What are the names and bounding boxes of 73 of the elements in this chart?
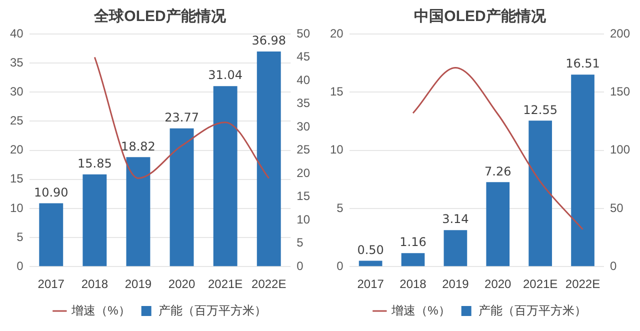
line-series xyxy=(412,66,584,230)
chart-title: 全球OLED产能情况 xyxy=(93,8,227,26)
bar xyxy=(444,230,468,266)
bar xyxy=(82,174,107,266)
bar xyxy=(571,74,594,266)
y2-tick-label: 0 xyxy=(610,258,617,273)
y2-tick-label: 30 xyxy=(296,119,310,134)
y-tick-label: 5 xyxy=(16,230,24,244)
y-tick-label: 15 xyxy=(10,172,24,186)
y2-tick-label: 5 xyxy=(296,236,304,250)
x-tick-label: 2021E xyxy=(522,277,558,292)
data-label: 1.16 xyxy=(400,235,426,250)
y2-tick-label: 15 xyxy=(296,189,310,204)
legend-label: 增速（%） xyxy=(70,303,130,318)
y-tick-label: 10 xyxy=(330,142,344,157)
x-tick-label: 2021E xyxy=(208,277,243,292)
bar xyxy=(39,203,64,266)
y2-tick-label: 50 xyxy=(296,26,310,40)
bar xyxy=(528,120,552,266)
y2-tick-label: 40 xyxy=(296,72,310,87)
data-label: 7.26 xyxy=(484,164,512,178)
bar xyxy=(126,157,150,266)
legend-label: 产能（百万平方米） xyxy=(478,303,586,318)
y-tick-label: 25 xyxy=(10,114,24,128)
y-tick-label: 20 xyxy=(330,26,344,40)
bar xyxy=(486,182,510,266)
y2-tick-label: 20 xyxy=(296,166,310,180)
x-tick-label: 2022E xyxy=(565,277,600,292)
bar xyxy=(256,52,281,266)
data-label: 12.55 xyxy=(523,102,558,117)
y2-tick-label: 0 xyxy=(296,258,304,273)
y-tick-label: 15 xyxy=(330,84,344,98)
bar xyxy=(358,260,382,266)
data-label: 16.51 xyxy=(566,56,600,71)
x-tick-label: 2018 xyxy=(400,277,427,292)
x-tick-label: 2019 xyxy=(124,277,152,292)
data-label: 18.82 xyxy=(121,139,156,154)
data-label: 31.04 xyxy=(208,68,243,82)
y-tick-label: 10 xyxy=(10,200,24,215)
y-tick-label: 20 xyxy=(10,142,24,157)
bar xyxy=(401,253,425,266)
y-tick-label: 30 xyxy=(10,84,24,98)
y2-tick-label: 10 xyxy=(296,212,310,226)
x-tick-label: 2022E xyxy=(252,277,286,292)
y-tick-label: 40 xyxy=(10,26,24,40)
x-tick-label: 2019 xyxy=(442,277,470,292)
y2-tick-label: 150 xyxy=(610,84,630,98)
data-label: 36.98 xyxy=(252,34,286,48)
data-label: 3.14 xyxy=(442,212,469,226)
y2-tick-label: 45 xyxy=(296,50,310,64)
bar xyxy=(213,86,238,266)
x-tick-label: 2017 xyxy=(357,277,384,292)
chart-title: 中国OLED产能情况 xyxy=(414,8,547,26)
data-label: 10.90 xyxy=(34,185,68,200)
x-tick-label: 2020 xyxy=(484,277,512,292)
y-tick-label: 35 xyxy=(10,55,24,70)
y-tick-label: 5 xyxy=(336,200,344,215)
y2-tick-label: 200 xyxy=(610,26,630,40)
legend-label: 增速（%） xyxy=(390,303,450,318)
y-tick-label: 0 xyxy=(16,258,24,273)
y2-tick-label: 35 xyxy=(296,96,310,110)
x-tick-label: 2020 xyxy=(168,277,196,292)
y2-tick-label: 50 xyxy=(610,200,624,215)
data-label: 0.50 xyxy=(357,242,384,257)
y-tick-label: 0 xyxy=(336,258,344,273)
x-tick-label: 2017 xyxy=(38,277,65,292)
legend-label: 产能（百万平方米） xyxy=(158,303,266,318)
data-label: 23.77 xyxy=(164,110,199,124)
bar xyxy=(170,128,194,266)
x-tick-label: 2018 xyxy=(81,277,108,292)
y2-tick-label: 100 xyxy=(610,142,630,157)
data-label: 15.85 xyxy=(77,156,112,171)
y2-tick-label: 25 xyxy=(296,142,310,157)
